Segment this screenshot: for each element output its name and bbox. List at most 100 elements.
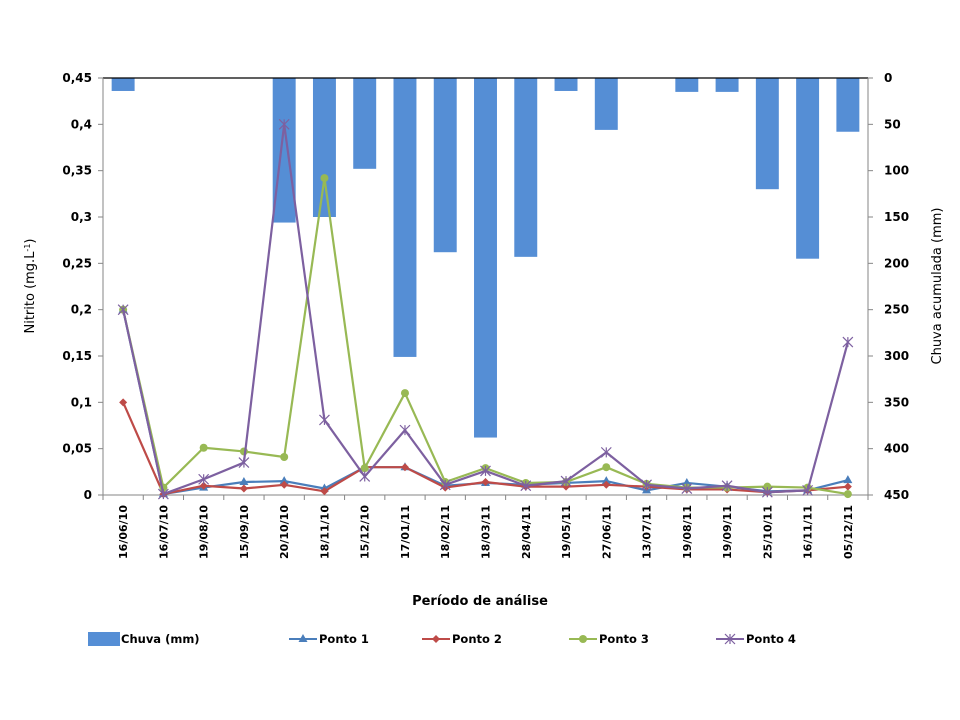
y-left-tick-label: 0,35 <box>62 164 92 178</box>
data-point <box>238 457 250 468</box>
data-point <box>681 483 693 494</box>
rain-bar <box>474 78 497 438</box>
legend-label: Ponto 2 <box>452 632 502 646</box>
data-point <box>360 464 369 473</box>
data-point <box>199 443 208 452</box>
y-right-tick-label: 300 <box>884 349 909 363</box>
data-point <box>761 486 773 498</box>
rain-bar <box>755 78 779 190</box>
data-point <box>280 480 289 489</box>
y-left-tick-label: 0,3 <box>71 210 92 224</box>
rain-bar <box>353 78 377 169</box>
y-right-tick-label: 450 <box>884 488 909 502</box>
data-point <box>117 304 129 316</box>
data-point <box>320 487 329 496</box>
x-category-label: 05/12/11 <box>842 505 855 559</box>
data-point <box>520 480 532 492</box>
x-category-label: 18/03/11 <box>480 505 493 559</box>
data-point <box>400 463 409 472</box>
legend-label: Ponto 1 <box>319 632 369 646</box>
legend-label: Ponto 4 <box>746 632 796 646</box>
y-left-tick-label: 0,05 <box>62 442 92 456</box>
data-point <box>843 482 852 491</box>
data-point <box>721 480 733 492</box>
axes-layer: 0 0,05 0,1 0,15 0,2 0,25 0,3 0,35 0,4 0,45 0 50 100 1… <box>62 71 909 502</box>
data-point <box>319 414 330 426</box>
y-right-tick-label: 350 <box>884 395 909 409</box>
data-point <box>480 465 491 477</box>
rain-bar <box>836 78 860 132</box>
data-point <box>199 481 208 490</box>
data-point <box>682 477 692 486</box>
x-category-label: 13/07/11 <box>641 505 654 559</box>
data-point <box>119 398 128 407</box>
rain-bar <box>715 78 739 92</box>
rain-bar <box>272 78 296 223</box>
series-ponto-4 <box>117 118 854 500</box>
x-category-label: 19/09/11 <box>721 505 734 559</box>
data-point <box>320 174 329 183</box>
legend-marker <box>579 635 587 643</box>
x-category-label: 18/02/11 <box>439 505 452 559</box>
bars-layer <box>111 78 860 438</box>
x-category-label: 16/11/11 <box>802 505 815 559</box>
x-category-label: 19/08/10 <box>198 505 211 559</box>
data-point <box>843 490 852 499</box>
legend-marker <box>724 633 736 645</box>
rain-bar <box>393 78 417 357</box>
legend-marker <box>432 635 440 643</box>
data-point <box>601 476 611 485</box>
x-category-label: 16/07/10 <box>157 505 170 559</box>
data-point <box>600 446 612 458</box>
legend: Chuva (mm) Ponto 1 Ponto 2 Ponto 3 Ponto 4 <box>88 632 796 646</box>
y-left-tick-label: 0,45 <box>62 71 92 85</box>
x-category-label: 17/01/11 <box>399 505 412 559</box>
rain-bar <box>514 78 538 257</box>
y-left-tick-label: 0,4 <box>71 117 92 131</box>
x-category-label: 15/12/10 <box>359 505 372 559</box>
y-left-tick-label: 0,2 <box>71 303 92 317</box>
x-category-label: 19/08/11 <box>681 505 694 559</box>
data-point <box>641 479 652 491</box>
y-left-tick-label: 0,1 <box>71 395 92 409</box>
y-axis-left-title: Nitrito (mg.L-1) <box>23 239 39 334</box>
y-right-tick-label: 400 <box>884 442 909 456</box>
data-point <box>842 336 854 348</box>
x-category-label: 20/10/10 <box>278 505 291 559</box>
data-point <box>843 475 853 484</box>
data-point <box>198 473 210 485</box>
data-point <box>602 463 611 472</box>
y-right-tick-label: 50 <box>884 117 901 131</box>
category-labels: 16/06/10 16/07/10 19/08/10 15/09/10 20/10/10… <box>117 505 855 559</box>
x-category-label: 15/09/10 <box>238 505 251 559</box>
lines-layer <box>117 118 854 500</box>
data-point <box>802 484 814 496</box>
y-left-tick-label: 0 <box>84 488 92 502</box>
legend-label-chuva: Chuva (mm) <box>121 632 200 646</box>
data-point <box>399 424 411 436</box>
data-point <box>602 480 611 489</box>
x-category-label: 16/06/10 <box>117 505 130 559</box>
rain-bar <box>594 78 618 130</box>
legend-marker <box>298 634 308 642</box>
legend-swatch-chuva <box>88 632 120 646</box>
data-point <box>439 479 451 491</box>
rain-bar <box>554 78 578 91</box>
data-point <box>157 488 169 500</box>
data-point <box>279 476 289 485</box>
data-point <box>239 484 248 493</box>
y-right-tick-label: 150 <box>884 210 909 224</box>
data-point <box>359 471 371 482</box>
legend-label: Ponto 3 <box>599 632 649 646</box>
x-category-label: 19/05/11 <box>560 505 573 559</box>
data-point <box>239 477 249 486</box>
rain-bar <box>111 78 135 91</box>
rain-bar <box>433 78 457 253</box>
data-point <box>763 482 772 491</box>
y-axis-right-title: Chuva acumulada (mm) <box>930 207 945 364</box>
data-point <box>400 389 409 398</box>
x-category-label: 27/06/11 <box>600 505 613 559</box>
x-axis-title: Período de análise <box>412 594 548 609</box>
data-point <box>481 478 490 487</box>
rain-bar <box>796 78 820 259</box>
